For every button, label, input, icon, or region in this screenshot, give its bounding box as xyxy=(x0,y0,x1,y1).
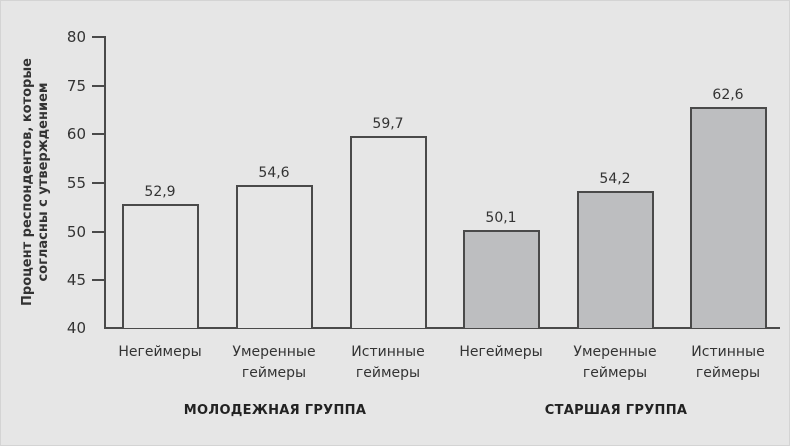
category-label: Умеренные геймеры xyxy=(214,342,334,384)
category-label-line1: Истинные xyxy=(691,344,765,360)
group-label-old: СТАРШАЯ ГРУППА xyxy=(544,403,688,418)
category-label-line1: Умеренные xyxy=(232,344,316,360)
y-axis-title-line1: Процент респондентов, которые xyxy=(20,58,35,306)
category-label-line1: Истинные xyxy=(351,344,425,360)
y-tick xyxy=(92,85,105,87)
bar-old-true-gamers xyxy=(690,107,767,328)
bar-young-nongamers xyxy=(122,204,199,328)
category-label-line2: геймеры xyxy=(241,365,307,381)
y-tick xyxy=(92,231,105,233)
y-tick-label: 50 xyxy=(66,223,86,241)
category-label-line2: геймеры xyxy=(695,365,761,381)
category-label-line1: Негеймеры xyxy=(118,344,202,360)
y-tick-label: 45 xyxy=(66,271,86,289)
category-label: Негеймеры xyxy=(100,342,220,363)
bar-old-moderate-gamers xyxy=(577,191,654,328)
bar-value-label: 59,7 xyxy=(372,116,404,132)
bar-old-nongamers xyxy=(463,230,540,328)
y-axis-title-line2: согласны с утверждением xyxy=(36,82,51,282)
category-label-line2: геймеры xyxy=(355,365,421,381)
y-tick-label: 55 xyxy=(66,174,86,192)
bar-young-true-gamers xyxy=(350,136,427,328)
category-label: Негеймеры xyxy=(441,342,561,363)
category-label: Умеренные геймеры xyxy=(555,342,675,384)
bar-value-label: 50,1 xyxy=(485,210,517,226)
y-tick-label: 60 xyxy=(66,125,86,143)
bar-value-label: 54,6 xyxy=(258,165,290,181)
category-label-line1: Умеренные xyxy=(573,344,657,360)
bar-value-label: 54,2 xyxy=(599,171,631,187)
y-tick-label: 75 xyxy=(66,77,86,95)
group-label-young: МОЛОДЕЖНАЯ ГРУППА xyxy=(183,403,367,418)
category-label-line1: Негеймеры xyxy=(459,344,543,360)
y-tick xyxy=(92,36,105,38)
category-label: Истинные геймеры xyxy=(668,342,788,384)
bar-value-label: 52,9 xyxy=(144,184,176,200)
category-label-line2: геймеры xyxy=(582,365,648,381)
x-axis-line xyxy=(104,327,780,329)
bar-value-label: 62,6 xyxy=(712,87,744,103)
y-axis-line xyxy=(104,36,106,329)
y-tick-label: 40 xyxy=(66,319,86,337)
y-tick xyxy=(92,279,105,281)
y-tick xyxy=(92,182,105,184)
y-tick xyxy=(92,133,105,135)
y-axis-title: Процент респондентов, которые согласны с… xyxy=(20,22,52,342)
bar-young-moderate-gamers xyxy=(236,185,313,328)
category-label: Истинные геймеры xyxy=(328,342,448,384)
y-tick-label: 80 xyxy=(66,28,86,46)
